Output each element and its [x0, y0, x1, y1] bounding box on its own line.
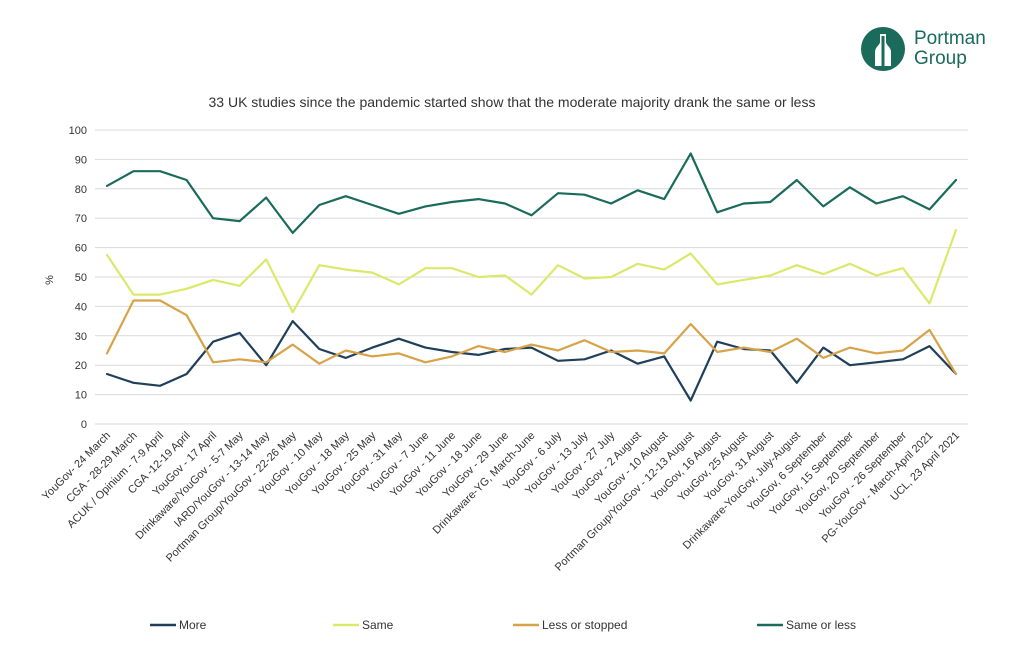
y-tick-label: 90: [75, 154, 87, 166]
portman-group-logo: Portman Group: [860, 26, 1000, 76]
series-line-2: [105, 228, 958, 314]
y-tick-label: 10: [75, 390, 87, 402]
legend-label: Less or stopped: [542, 618, 627, 632]
y-tick-label: 100: [69, 125, 87, 137]
logo-wordmark: Portman Group: [914, 29, 986, 69]
y-tick-label: 20: [75, 360, 87, 372]
y-tick-label: 40: [75, 301, 87, 313]
series-line-3: [105, 299, 958, 376]
y-tick-label: 70: [75, 213, 87, 225]
legend-label: More: [179, 618, 207, 632]
y-tick-label: 80: [75, 184, 87, 196]
series-line-4: [105, 152, 958, 234]
y-tick-label: 50: [75, 272, 87, 284]
legend-label: Same or less: [786, 618, 856, 632]
chart-title: 33 UK studies since the pandemic started…: [208, 94, 816, 110]
y-tick-label: 60: [75, 243, 87, 255]
series-line-1: [105, 320, 958, 402]
y-tick-label: 0: [81, 419, 87, 431]
y-axis-label: %: [44, 275, 56, 285]
logo-line-1: Portman: [914, 28, 986, 49]
logo-line-2: Group: [914, 48, 967, 69]
y-tick-label: 30: [75, 331, 87, 343]
legend-label: Same: [362, 618, 394, 632]
logo-mark-icon: [861, 27, 905, 71]
